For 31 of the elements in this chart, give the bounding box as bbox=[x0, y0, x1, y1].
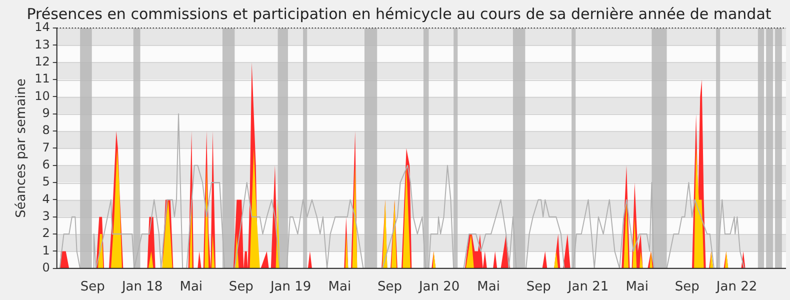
y-tick-label: 13 bbox=[34, 37, 50, 52]
x-tick-label: Sep bbox=[674, 280, 700, 295]
x-tick-label: Sep bbox=[80, 280, 105, 295]
y-tick-label: 3 bbox=[42, 209, 50, 224]
y-tick-label: 7 bbox=[42, 140, 50, 154]
x-tick-label: Mai bbox=[626, 280, 648, 295]
y-tick-label: 12 bbox=[34, 54, 50, 68]
y-axis-title: Séances par semaine bbox=[14, 78, 30, 218]
y-tick-label: 4 bbox=[42, 192, 50, 206]
y-tick-label: 10 bbox=[34, 88, 50, 103]
x-tick-label: Jan 18 bbox=[120, 280, 163, 295]
x-tick-label: Sep bbox=[526, 280, 551, 295]
y-tick-label: 11 bbox=[34, 72, 50, 86]
x-tick-label: Sep bbox=[377, 280, 402, 295]
x-tick-label: Sep bbox=[228, 280, 254, 295]
y-tick-label: 1 bbox=[42, 243, 50, 258]
y-tick-label: 14 bbox=[34, 20, 50, 34]
y-tick-label: 0 bbox=[42, 260, 50, 275]
x-tick-label: Jan 19 bbox=[269, 280, 312, 295]
x-tick-label: Mai bbox=[180, 280, 203, 295]
y-tick-label: 9 bbox=[42, 106, 50, 120]
x-tick-label: Jan 22 bbox=[715, 280, 758, 295]
x-tick-label: Mai bbox=[477, 280, 500, 295]
x-tick-label: Mai bbox=[328, 280, 352, 295]
y-tick-label: 8 bbox=[42, 123, 50, 138]
x-tick-label: Jan 21 bbox=[566, 280, 609, 295]
y-tick-label: 5 bbox=[42, 174, 50, 189]
chart-title: Présences en commissions et participation en hémicycle au cours de sa dernière année de mandat bbox=[26, 4, 772, 23]
y-tick-label: 6 bbox=[42, 157, 50, 172]
x-tick-label: Jan 20 bbox=[418, 280, 460, 295]
y-tick-label: 2 bbox=[42, 226, 50, 240]
